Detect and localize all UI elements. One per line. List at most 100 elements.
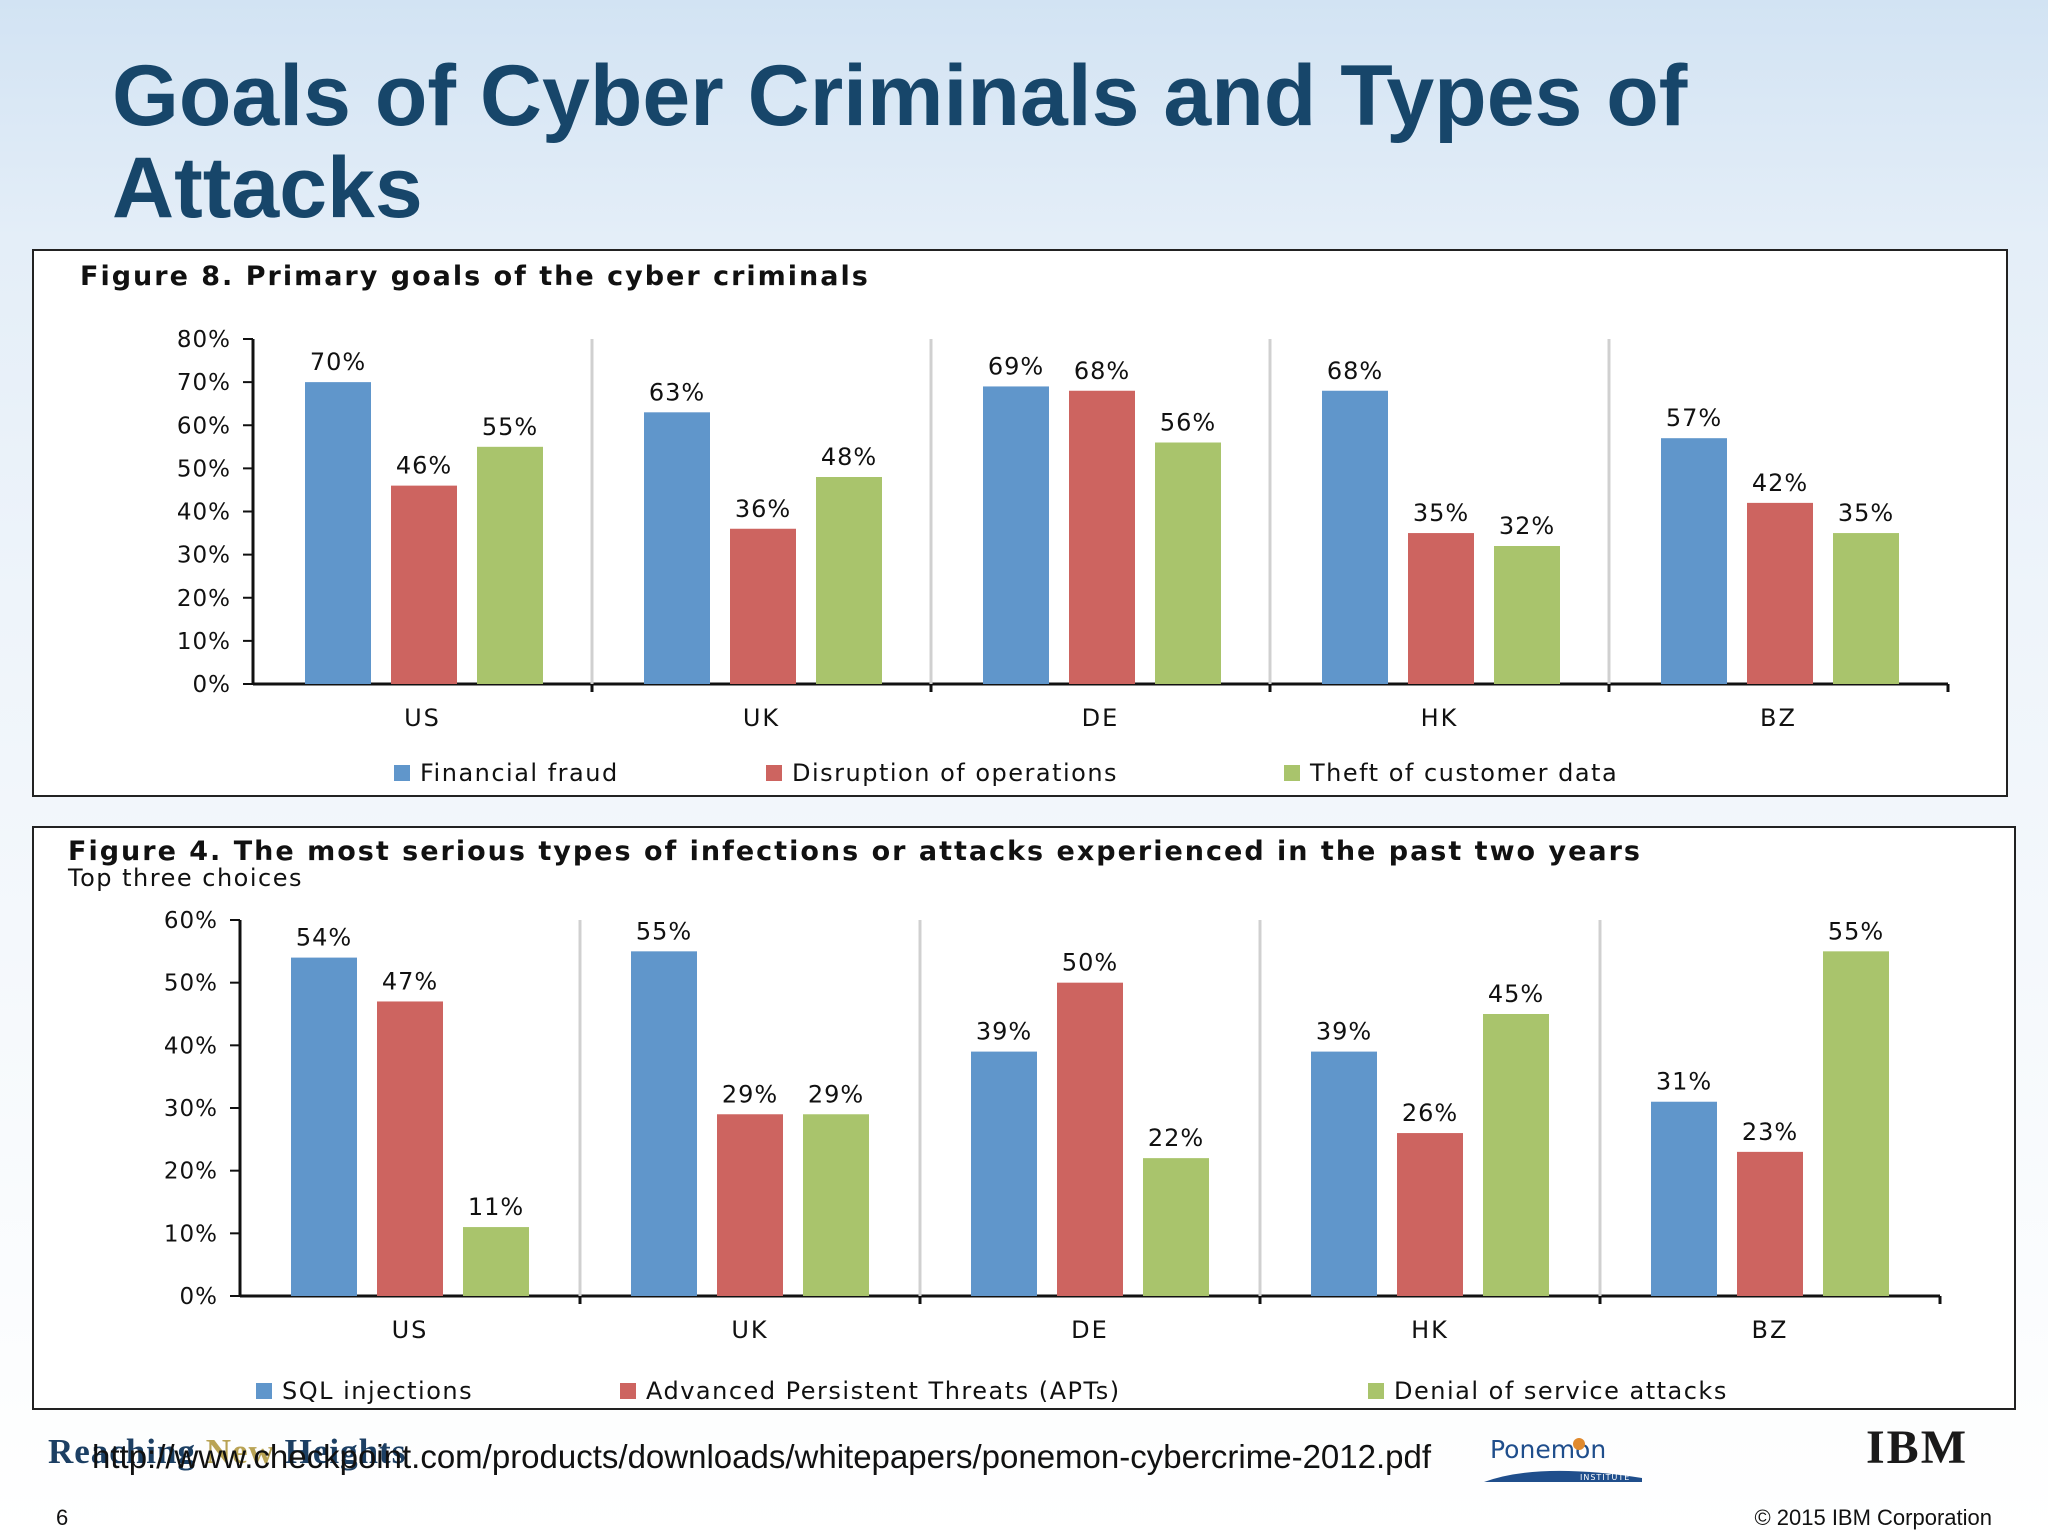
data-label: 39%	[976, 1018, 1032, 1046]
bar	[1483, 1014, 1549, 1296]
data-label: 32%	[1499, 512, 1555, 540]
y-tick-label: 0%	[193, 672, 232, 698]
figure-8-chart: 0% 10% 20% 30% 40% 50% 60% 70% 80% 70% 46% 55% US 63%…	[177, 327, 1950, 787]
data-label: 22%	[1148, 1124, 1204, 1152]
category-label: DE	[1071, 1316, 1109, 1344]
data-label: 50%	[1062, 949, 1118, 977]
y-tick-label: 0%	[180, 1284, 219, 1310]
bar	[717, 1114, 783, 1296]
data-label: 55%	[636, 917, 692, 945]
data-label: 56%	[1160, 409, 1216, 437]
category-label: HK	[1421, 704, 1459, 732]
figure-4-chart: 0% 10% 20% 30% 40% 50% 60% 54% 47% 11% US 55% 29% 29%…	[164, 908, 1942, 1405]
copyright-text: © 2015 IBM Corporation	[1754, 1505, 1992, 1530]
bar	[1737, 1151, 1803, 1296]
figure-8-panel: Figure 8. Primary goals of the cyber cri…	[32, 249, 2008, 797]
category-label: UK	[731, 1316, 768, 1344]
bar	[816, 477, 882, 684]
legend-swatch	[394, 765, 410, 781]
figure-4-panel: Figure 4. The most serious types of infe…	[32, 826, 2016, 1410]
bar	[305, 382, 371, 684]
bar	[1069, 390, 1135, 684]
category-label: DE	[1082, 704, 1120, 732]
bar	[644, 412, 710, 684]
y-tick-label: 40%	[177, 500, 231, 526]
y-tick-label: 20%	[177, 586, 231, 612]
category-label: US	[404, 704, 441, 732]
bar	[1143, 1158, 1209, 1296]
bar	[1747, 502, 1813, 684]
data-label: 11%	[468, 1193, 524, 1221]
data-label: 48%	[821, 443, 877, 471]
data-label: 57%	[1666, 404, 1722, 432]
y-tick-label: 80%	[177, 327, 231, 353]
category-label: US	[392, 1316, 429, 1344]
legend-swatch	[1284, 765, 1300, 781]
data-label: 31%	[1656, 1068, 1712, 1096]
legend-label: Financial fraud	[420, 759, 619, 787]
data-label: 54%	[296, 924, 352, 952]
bar	[391, 485, 457, 684]
legend-label: Advanced Persistent Threats (APTs)	[646, 1377, 1121, 1405]
data-label: 63%	[649, 378, 705, 406]
data-label: 29%	[722, 1080, 778, 1108]
data-label: 55%	[1828, 917, 1884, 945]
bar	[1311, 1051, 1377, 1296]
data-label: 36%	[735, 495, 791, 523]
bar	[1397, 1133, 1463, 1296]
legend-swatch	[620, 1383, 636, 1399]
ponemon-logo-text: Ponemon	[1490, 1435, 1606, 1464]
data-label: 23%	[1742, 1118, 1798, 1146]
bar	[1651, 1101, 1717, 1296]
y-tick-label: 50%	[164, 971, 218, 997]
bar	[477, 446, 543, 684]
y-tick-label: 60%	[164, 908, 218, 934]
bar	[631, 951, 697, 1296]
data-label: 39%	[1316, 1018, 1372, 1046]
data-label: 55%	[482, 413, 538, 441]
y-tick-label: 70%	[177, 370, 231, 396]
category-label: BZ	[1760, 704, 1797, 732]
data-label: 69%	[988, 352, 1044, 380]
bar	[463, 1227, 529, 1296]
bar	[983, 386, 1049, 684]
bar	[377, 1001, 443, 1296]
category-label: UK	[743, 704, 780, 732]
data-label: 35%	[1838, 499, 1894, 527]
bar	[1057, 982, 1123, 1296]
y-tick-label: 10%	[177, 629, 231, 655]
legend-swatch	[1368, 1383, 1384, 1399]
data-label: 42%	[1752, 469, 1808, 497]
ponemon-institute-logo: Ponemon INSTITUTE	[1484, 1435, 1642, 1482]
data-label: 26%	[1402, 1099, 1458, 1127]
data-label: 47%	[382, 967, 438, 995]
bar	[971, 1051, 1037, 1296]
reaching-new-heights-logo: Reaching New Heights	[48, 1432, 406, 1472]
logo-word-1: Reaching	[48, 1432, 196, 1471]
category-label: HK	[1411, 1316, 1449, 1344]
bar	[1823, 951, 1889, 1296]
data-label: 29%	[808, 1080, 864, 1108]
slide-title: Goals of Cyber Criminals and Types of At…	[112, 48, 1688, 236]
data-label: 45%	[1488, 980, 1544, 1008]
bar	[1494, 546, 1560, 684]
legend-label: Denial of service attacks	[1394, 1377, 1728, 1405]
bar	[1833, 533, 1899, 684]
page-number: 6	[56, 1505, 69, 1530]
legend-label: Theft of customer data	[1309, 759, 1618, 787]
bar	[1408, 533, 1474, 684]
logo-word-3: Heights	[284, 1432, 407, 1471]
y-tick-label: 30%	[164, 1096, 218, 1122]
legend-swatch	[256, 1383, 272, 1399]
y-tick-label: 60%	[177, 413, 231, 439]
y-tick-label: 20%	[164, 1159, 218, 1185]
figure-8-title: Figure 8. Primary goals of the cyber cri…	[80, 261, 870, 292]
source-url-link[interactable]: http://www.checkpoint.com/products/downl…	[92, 1438, 1432, 1475]
legend-label: Disruption of operations	[792, 759, 1118, 787]
data-label: 35%	[1413, 499, 1469, 527]
ibm-logo: IBM	[1866, 1421, 1968, 1474]
category-label: BZ	[1752, 1316, 1789, 1344]
figure-4-subtitle: Top three choices	[68, 864, 303, 892]
legend-label: SQL injections	[282, 1377, 473, 1405]
y-tick-label: 10%	[164, 1221, 218, 1247]
